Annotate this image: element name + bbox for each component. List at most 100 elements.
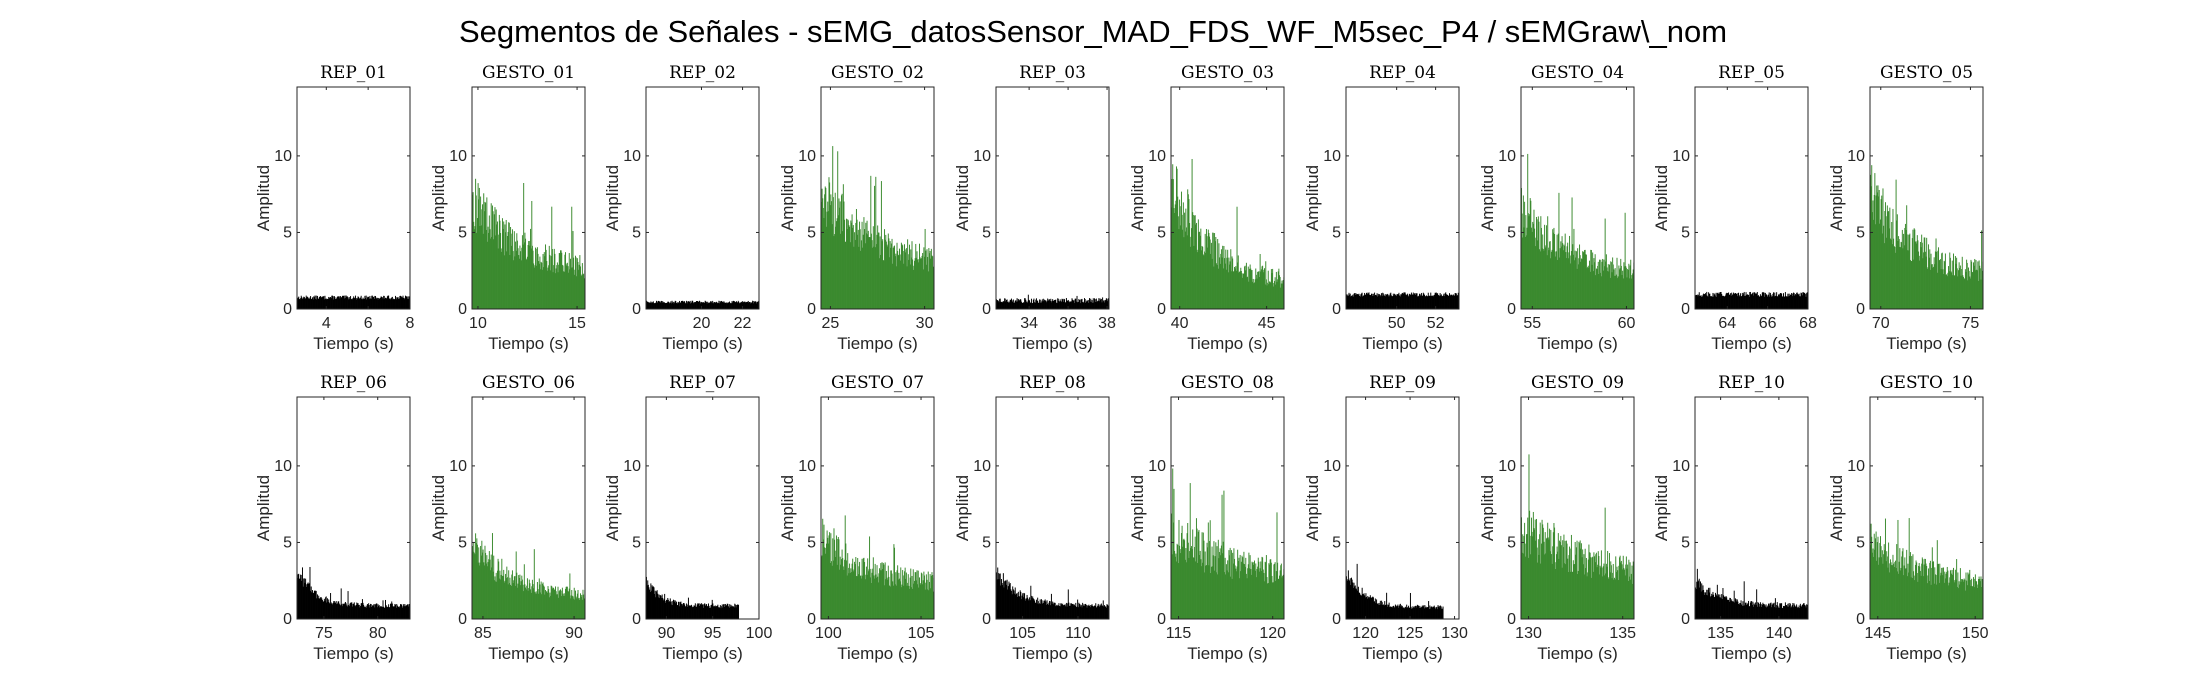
signal-bar xyxy=(1923,237,1925,309)
signal-bar xyxy=(1594,562,1596,619)
y-tick-label: 5 xyxy=(807,534,816,551)
signal-bar xyxy=(366,603,368,619)
signal-bar xyxy=(924,589,926,619)
signal-bar xyxy=(1354,586,1356,619)
signal-bar xyxy=(1384,601,1386,619)
signal-bar xyxy=(887,579,889,619)
signal-bar xyxy=(1431,296,1433,309)
signal-bar xyxy=(573,257,575,309)
signal-bar xyxy=(1385,294,1387,309)
signal-bar xyxy=(575,596,577,619)
signal-bar xyxy=(298,298,300,309)
signal-bar xyxy=(1713,594,1715,619)
signal-bar xyxy=(1592,252,1594,309)
signal-bar xyxy=(1357,294,1359,309)
signal-bar xyxy=(1059,301,1061,309)
signal-bar xyxy=(1585,254,1587,309)
signal-bar xyxy=(1359,296,1361,309)
signal-bar xyxy=(570,598,571,619)
signal-bar xyxy=(1263,269,1265,309)
signal-bar xyxy=(1723,296,1725,309)
signal-bar xyxy=(1778,294,1779,309)
signal-bar xyxy=(1698,578,1700,619)
signal-bar xyxy=(1879,223,1881,309)
signal-bar xyxy=(1875,195,1877,309)
signal-bar xyxy=(1966,262,1968,309)
signal-bar xyxy=(1930,584,1932,619)
signal-bar xyxy=(522,244,524,309)
signal-bar xyxy=(308,298,310,309)
signal-bar xyxy=(757,301,759,309)
signal-bar xyxy=(1411,294,1413,309)
signal-bar xyxy=(319,296,321,309)
signal-bar xyxy=(1779,295,1781,309)
signal-bar xyxy=(836,218,838,309)
signal-bar xyxy=(1434,607,1436,619)
signal-bar xyxy=(1750,601,1752,619)
signal-bar xyxy=(1531,531,1533,619)
signal-bar xyxy=(1250,268,1252,309)
signal-bar xyxy=(913,583,915,619)
signal-bar xyxy=(1225,564,1227,619)
signal-bar xyxy=(1419,605,1421,619)
signal-bar xyxy=(1710,295,1712,309)
signal-bar xyxy=(1000,301,1002,309)
signal-bar xyxy=(1545,245,1547,309)
signal-bar xyxy=(925,582,927,619)
signal-bar xyxy=(1632,561,1634,619)
signal-bar xyxy=(736,302,738,309)
signal-bar xyxy=(520,251,522,309)
signal-bar xyxy=(676,303,678,309)
signal-bar xyxy=(1086,607,1088,619)
signal-bar xyxy=(1878,189,1880,309)
signal-bar xyxy=(503,255,505,309)
signal-bar xyxy=(842,231,844,309)
signal-bar xyxy=(1244,266,1246,309)
signal-bar xyxy=(1222,268,1224,309)
signal-bar xyxy=(998,579,1000,619)
signal-bar xyxy=(1968,574,1969,619)
signal-bar xyxy=(560,250,562,309)
signal-bar xyxy=(1746,294,1748,309)
signal-bar xyxy=(1099,298,1101,309)
signal-bar xyxy=(472,551,474,619)
signal-bar xyxy=(1367,597,1369,619)
signal-bar xyxy=(1973,577,1974,619)
x-tick-label: 68 xyxy=(1799,315,1817,332)
signal-bar xyxy=(1005,584,1007,619)
signal-bar xyxy=(1102,605,1104,619)
signal-bar xyxy=(583,594,585,619)
signal-bar xyxy=(1940,572,1942,619)
signal-bar xyxy=(1884,202,1886,309)
signal-bar xyxy=(1555,251,1557,309)
signal-bar xyxy=(1089,301,1091,309)
signal-bar xyxy=(1580,543,1582,619)
signal-bar xyxy=(300,580,302,619)
subplot-title: REP_04 xyxy=(1369,63,1436,83)
signal-bar xyxy=(1089,298,1090,309)
signal-bar xyxy=(1274,562,1276,619)
signal-bar xyxy=(1238,557,1240,619)
signal-bar xyxy=(1602,566,1604,619)
signal-bar xyxy=(1745,292,1747,309)
signal-bar xyxy=(1721,594,1723,619)
signal-bar xyxy=(379,607,381,619)
signal-bar xyxy=(559,253,561,309)
signal-bar xyxy=(728,606,729,619)
signal-bar xyxy=(1787,603,1789,619)
signal-bar xyxy=(1352,294,1354,309)
signal-bar xyxy=(1564,246,1566,309)
signal-bar xyxy=(886,244,888,309)
signal-bar xyxy=(1599,259,1601,309)
signal-bar xyxy=(1714,592,1716,619)
signal-bar xyxy=(699,300,701,309)
signal-bar xyxy=(1931,567,1933,619)
signal-bar xyxy=(1970,259,1972,309)
signal-bar xyxy=(1348,292,1350,309)
signal-bar xyxy=(1702,585,1704,619)
signal-bar xyxy=(1574,250,1576,309)
signal-bar xyxy=(1559,257,1561,309)
signal-bar xyxy=(566,265,568,309)
signal-bar xyxy=(1579,540,1581,619)
